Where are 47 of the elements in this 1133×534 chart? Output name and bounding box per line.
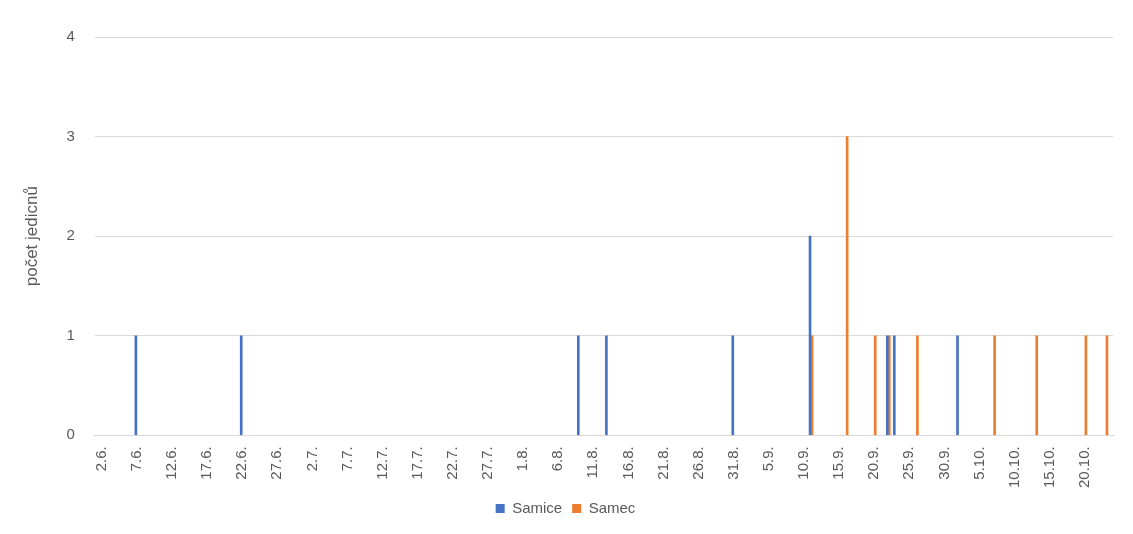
x-tick-label: 17.6. — [197, 446, 215, 480]
x-tick-label: 10.10. — [1004, 446, 1022, 489]
x-tick-label: 21.8. — [653, 446, 671, 480]
bar — [576, 335, 580, 436]
x-tick-label: 2.6. — [91, 446, 109, 472]
y-tick-label: 0 — [66, 425, 75, 443]
y-tick-label: 4 — [66, 27, 75, 45]
x-tick-label: 17.7. — [407, 446, 425, 480]
bar — [1035, 335, 1039, 436]
x-tick-label: 7.7. — [337, 446, 355, 472]
x-tick-label: 15.10. — [1039, 446, 1057, 489]
y-tick-label: 1 — [66, 325, 75, 343]
bar — [993, 335, 996, 436]
bar — [892, 335, 896, 436]
bar — [731, 335, 735, 436]
x-tick-label: 2.7. — [302, 446, 320, 472]
x-tick-label: 11.8. — [583, 446, 601, 479]
y-axis-title: počet jedicnů — [21, 186, 41, 287]
bar — [956, 335, 959, 436]
x-tick-label: 7.6. — [127, 446, 145, 472]
x-tick-label: 20.9. — [864, 446, 882, 480]
x-tick-label: 10.9. — [794, 446, 812, 480]
legend-label: Samec — [588, 498, 636, 516]
x-tick-label: 26.8. — [688, 446, 706, 480]
x-tick-label: 27.6. — [267, 446, 285, 480]
x-tick-label: 31.8. — [723, 446, 741, 480]
x-tick-label: 12.6. — [162, 446, 180, 480]
x-tick-label: 16.8. — [618, 446, 636, 480]
y-tick-label: 3 — [66, 126, 75, 144]
x-tick-label: 12.7. — [372, 446, 390, 480]
bar — [873, 335, 877, 436]
x-tick-label: 27.7. — [478, 446, 496, 480]
x-tick-label: 22.7. — [443, 446, 461, 480]
x-tick-label: 25.9. — [899, 446, 917, 480]
y-tick-label: 2 — [66, 226, 75, 244]
bar — [239, 335, 243, 436]
x-tick-label: 22.6. — [232, 446, 250, 480]
x-tick-label: 1.8. — [513, 446, 531, 472]
x-tick-label: 15.9. — [829, 446, 847, 480]
x-tick-label: 6.8. — [548, 446, 566, 472]
x-tick-label: 20.10. — [1075, 446, 1093, 489]
bar — [605, 335, 608, 436]
x-tick-label: 30.9. — [934, 446, 952, 480]
legend-label: Samice — [512, 498, 563, 516]
x-tick-label: 5.9. — [759, 446, 777, 472]
x-tick-label: 5.10. — [969, 446, 987, 480]
bar — [916, 335, 919, 436]
